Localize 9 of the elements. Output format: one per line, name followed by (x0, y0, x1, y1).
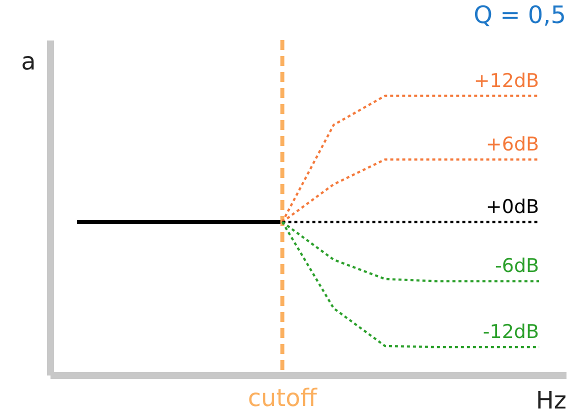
series-label: +12dB (474, 70, 540, 92)
x-axis-title: Hz (536, 386, 566, 414)
series-label: +0dB (486, 196, 540, 218)
chart-title: Q = 0,5 (474, 1, 566, 29)
text: cutoff (248, 384, 317, 412)
series-label: -12dB (482, 321, 540, 344)
y-axis-title: a (21, 48, 36, 76)
series-label: -6dB (495, 255, 540, 278)
series-label: +6dB (486, 133, 540, 156)
